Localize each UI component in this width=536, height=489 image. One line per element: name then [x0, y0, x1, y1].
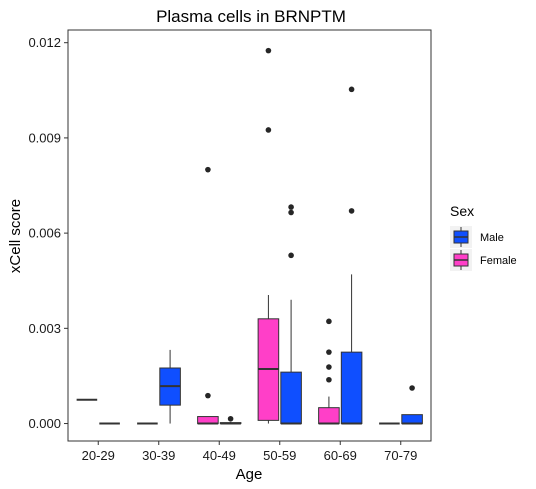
- x-tick-label: 20-29: [82, 448, 115, 463]
- box-body: [280, 371, 302, 425]
- box-male-60-69: [340, 86, 363, 425]
- x-tick-label: 30-39: [142, 448, 175, 463]
- outlier-point: [326, 364, 332, 370]
- x-tick-label: 50-59: [263, 448, 296, 463]
- x-axis-title: Age: [236, 466, 263, 483]
- outlier-point: [326, 376, 332, 383]
- outlier-point: [265, 47, 272, 54]
- box-male-50-59: [280, 204, 302, 425]
- box-female-60-69: [318, 318, 340, 425]
- y-tick-label: 0.012: [28, 35, 61, 50]
- legend: Sex Male Female: [450, 203, 517, 271]
- y-tick-label: 0.006: [28, 226, 61, 241]
- y-tick-label: 0.009: [28, 130, 61, 145]
- box-body: [197, 416, 219, 425]
- outlier-point: [227, 415, 234, 422]
- y-tick-label: 0.003: [28, 321, 61, 336]
- outlier-point: [409, 385, 415, 391]
- plot-panel: [67, 29, 432, 442]
- legend-item-male: Male: [450, 226, 504, 248]
- outlier-point: [205, 166, 211, 173]
- y-axis-title: xCell score: [7, 199, 24, 273]
- y-axis: 0.000 0.003 0.006 0.009 0.012: [28, 35, 68, 431]
- outlier-point: [348, 208, 355, 214]
- box-male-30-39: [159, 349, 181, 424]
- x-axis: 20-29 30-39 40-49 50-59 60-69 70-79: [82, 441, 417, 463]
- boxes-layer: [76, 47, 423, 425]
- box-female-50-59: [257, 47, 280, 424]
- outlier-point: [326, 349, 332, 355]
- chart-title: Plasma cells in BRNPTM: [156, 7, 346, 26]
- x-tick-label: 60-69: [324, 448, 357, 463]
- outlier-point: [288, 252, 294, 259]
- box-body: [401, 414, 423, 425]
- legend-label: Female: [480, 255, 517, 267]
- legend-label: Male: [480, 232, 504, 244]
- box-body: [318, 407, 340, 425]
- box-male-70-79: [401, 385, 423, 425]
- box-male-40-49: [219, 415, 242, 425]
- legend-title: Sex: [450, 203, 474, 219]
- outlier-point: [205, 392, 211, 399]
- y-tick-label: 0.000: [28, 416, 61, 431]
- legend-item-female: Female: [450, 249, 517, 271]
- outlier-point: [348, 86, 355, 93]
- outlier-point: [288, 204, 294, 210]
- box-female-40-49: [197, 166, 219, 425]
- x-tick-label: 70-79: [384, 448, 417, 463]
- box-body: [340, 351, 363, 425]
- outlier-point: [265, 127, 272, 133]
- x-tick-label: 40-49: [203, 448, 236, 463]
- outlier-point: [326, 318, 332, 325]
- outlier-point: [288, 209, 294, 216]
